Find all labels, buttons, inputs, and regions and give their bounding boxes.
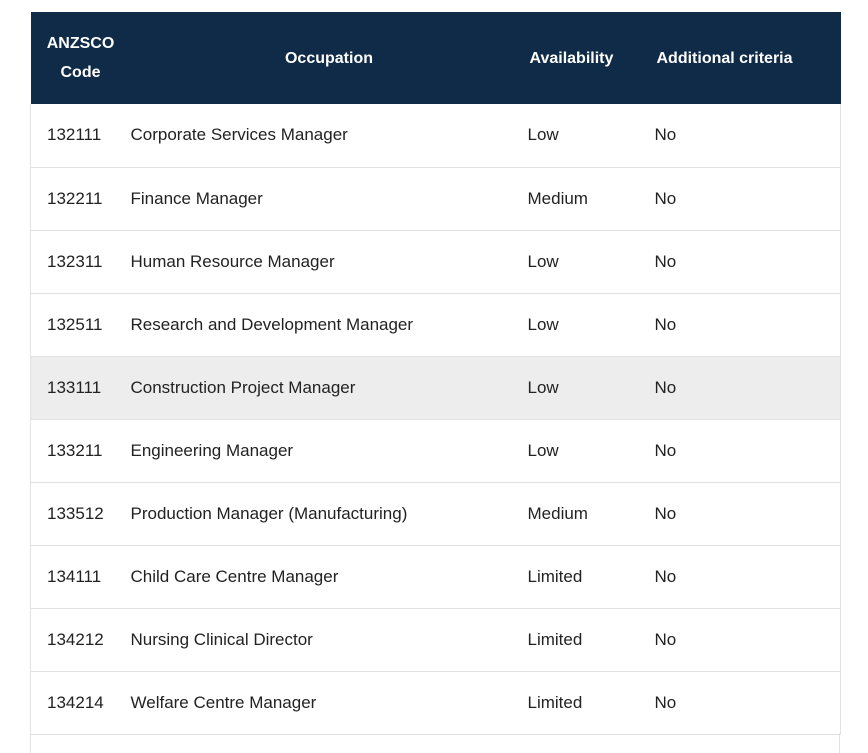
- cell-availability: Low: [527, 377, 559, 397]
- cell-code: 133512: [47, 503, 104, 523]
- header-additional-criteria: Additional criteria: [656, 49, 793, 67]
- cell-occupation: Production Manager (Manufacturing): [130, 503, 408, 523]
- table-row: 133211 Engineering Manager Low No: [30, 419, 841, 482]
- header-code-line2: Code: [60, 64, 101, 81]
- cell-code: 132511: [47, 314, 103, 334]
- cell-code: 132111: [47, 125, 102, 145]
- table-row: 132311 Human Resource Manager Low No: [30, 230, 841, 293]
- table-row: 132111 Corporate Services Manager Low No: [30, 104, 841, 167]
- table-row-highlighted[interactable]: 133111 Construction Project Manager Low …: [30, 356, 841, 419]
- table-header-row: ANZSCO Code Occupation Availability Addi…: [30, 12, 841, 104]
- cell-code: 134214: [47, 692, 104, 712]
- cell-occupation: Human Resource Manager: [130, 251, 335, 271]
- header-anzsco-code: ANZSCO Code: [31, 12, 131, 104]
- cell-occupation: Research and Development Manager: [130, 314, 414, 334]
- cell-occupation: Welfare Centre Manager: [130, 692, 317, 712]
- table-row: 132511 Research and Development Manager …: [30, 293, 841, 356]
- cell-code: 134111: [47, 566, 102, 586]
- cell-occupation: Engineering Manager: [130, 440, 294, 460]
- table-row: 133512 Production Manager (Manufacturing…: [30, 482, 841, 545]
- cell-occupation: Construction Project Manager: [130, 377, 356, 397]
- cell-criteria: No: [654, 503, 677, 523]
- cell-occupation: Corporate Services Manager: [130, 125, 348, 145]
- cell-availability: Medium: [527, 188, 588, 208]
- cell-availability: Low: [527, 440, 559, 460]
- cell-availability: Low: [527, 125, 559, 145]
- cell-criteria: No: [654, 125, 677, 145]
- table-row: 132211 Finance Manager Medium No: [30, 167, 841, 230]
- cell-code: 134212: [47, 629, 104, 649]
- cell-criteria: No: [654, 440, 677, 460]
- table-row: 134214 Welfare Centre Manager Limited No: [30, 671, 841, 734]
- table-row: 134111 Child Care Centre Manager Limited…: [30, 545, 841, 608]
- occupation-table-container: ANZSCO Code Occupation Availability Addi…: [30, 12, 841, 735]
- cell-code: 132211: [47, 188, 103, 208]
- cell-code: 133211: [47, 440, 103, 460]
- cell-occupation: Child Care Centre Manager: [130, 566, 339, 586]
- cell-code: 132311: [47, 251, 103, 271]
- cell-criteria: No: [654, 377, 677, 397]
- cell-criteria: No: [654, 692, 677, 712]
- occupation-table: ANZSCO Code Occupation Availability Addi…: [30, 12, 841, 735]
- cell-availability: Limited: [527, 629, 583, 649]
- header-occupation: Occupation: [284, 49, 373, 67]
- table-row-partial: [30, 733, 840, 753]
- cell-criteria: No: [654, 566, 677, 586]
- cell-criteria: No: [654, 314, 677, 334]
- cell-criteria: No: [654, 629, 677, 649]
- cell-availability: Low: [527, 314, 559, 334]
- cell-criteria: No: [654, 251, 677, 271]
- table-row: 134212 Nursing Clinical Director Limited…: [30, 608, 841, 671]
- cell-availability: Limited: [527, 566, 583, 586]
- cell-occupation: Finance Manager: [130, 188, 263, 208]
- header-availability: Availability: [529, 49, 614, 67]
- cell-availability: Medium: [527, 503, 588, 523]
- header-code-line1: ANZSCO: [46, 35, 115, 52]
- cell-availability: Low: [527, 251, 559, 271]
- cell-code: 133111: [47, 377, 102, 397]
- cell-criteria: No: [654, 188, 677, 208]
- cell-occupation: Nursing Clinical Director: [130, 629, 313, 649]
- cell-availability: Limited: [527, 692, 583, 712]
